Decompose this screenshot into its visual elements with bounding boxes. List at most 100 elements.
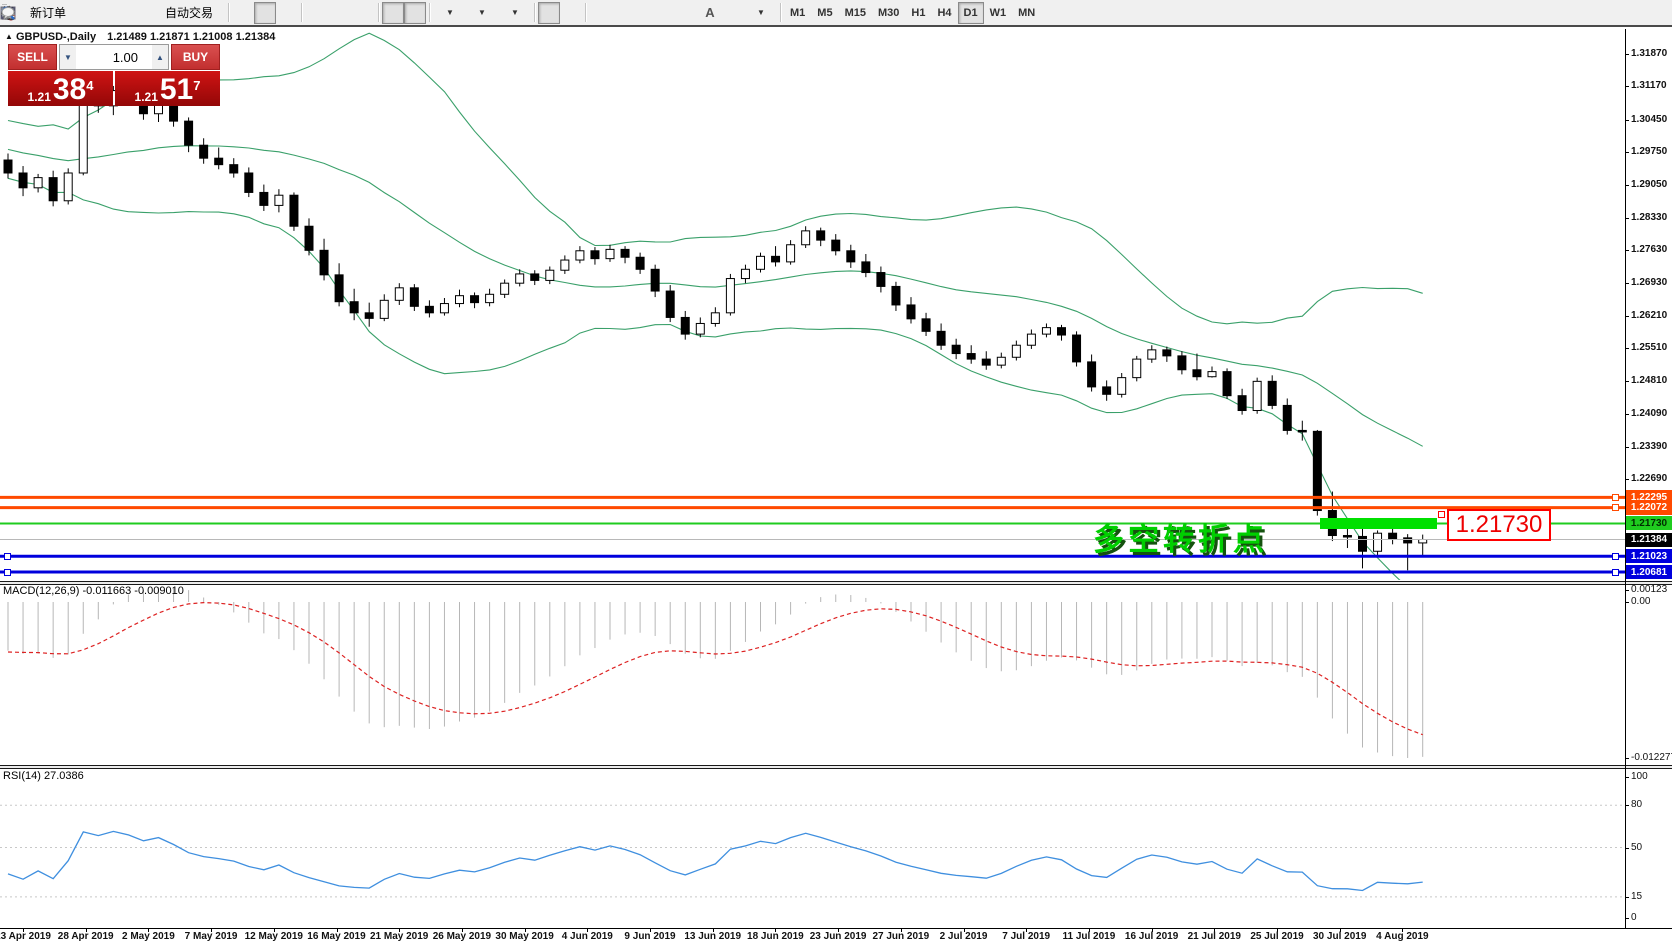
timeframe-button-m15[interactable]: M15 — [844, 6, 866, 19]
volume-decrease-button[interactable]: ▼ — [60, 45, 76, 69]
macd-pane[interactable] — [0, 586, 1625, 765]
rsi-value: 27.0386 — [43, 770, 84, 782]
rsi-axis-tick — [1625, 847, 1629, 849]
time-axis-tick — [1026, 928, 1028, 932]
line-handle-left[interactable] — [4, 568, 11, 576]
auto-scroll-button[interactable] — [1, 1, 404, 24]
line-chart-button[interactable] — [1, 2, 298, 24]
channel-button[interactable]: E — [0, 2, 677, 24]
horizontal-line-button[interactable] — [1, 2, 633, 24]
line-handle-right[interactable] — [1612, 552, 1619, 560]
volume-input[interactable]: 1.00 — [112, 49, 138, 65]
cursor-button[interactable] — [4, 1, 560, 24]
market-watch-button[interactable] — [0, 2, 131, 24]
indicators-button[interactable]: ▼ — [0, 2, 531, 24]
time-axis-label: 28 Apr 2019 — [57, 931, 114, 942]
pane-separator-macd[interactable] — [0, 581, 1672, 585]
crosshair-button[interactable] — [2, 2, 582, 24]
arrows-button[interactable]: ▼ — [1, 2, 777, 24]
buy-price-box[interactable]: 1.21 51 7 — [115, 71, 220, 106]
rsi-axis-label: 50 — [1631, 841, 1643, 853]
new-order-button[interactable]: 新订单 — [0, 2, 87, 24]
time-axis-tick — [775, 928, 777, 932]
price-axis-label: 1.27630 — [1631, 244, 1668, 256]
tile-windows-button[interactable] — [0, 2, 375, 24]
timeframe-button-m5[interactable]: M5 — [817, 6, 833, 19]
line-handle-right[interactable] — [1612, 493, 1619, 501]
text-button[interactable]: A — [705, 5, 715, 20]
time-axis-tick — [1402, 928, 1404, 932]
price-callout-box[interactable]: 1.21730 — [1447, 509, 1551, 541]
timeframe-button-m30[interactable]: M30 — [877, 6, 900, 19]
rsi-axis-label: 15 — [1631, 890, 1643, 902]
buy-price-sup: 7 — [193, 78, 201, 93]
line-handle-left[interactable] — [4, 552, 11, 560]
chat-button[interactable] — [1, 2, 1532, 24]
price-axis-tick — [1625, 348, 1629, 350]
time-axis-label: 18 Jun 2019 — [747, 931, 804, 942]
timeframe-button-mn[interactable]: MN — [1018, 6, 1036, 19]
timeframe-button-m1[interactable]: M1 — [790, 6, 806, 19]
vertical-line-button[interactable] — [7, 2, 611, 24]
autotrading-button[interactable]: 自动交易 — [1, 2, 225, 24]
text-label-button[interactable]: T — [1, 2, 743, 24]
search-button[interactable] — [1, 2, 1502, 24]
period-button[interactable]: ▼ — [1, 2, 497, 24]
price-axis-label: 1.31170 — [1631, 80, 1667, 92]
line-handle-right[interactable] — [1612, 568, 1619, 576]
green-highlight-rectangle[interactable] — [1320, 518, 1437, 529]
turning-point-annotation[interactable]: 多空转折点 — [1093, 522, 1268, 557]
macd-axis-label: -0.012277 — [1631, 752, 1672, 763]
price-axis-tick — [1625, 316, 1629, 318]
chart-shift-button[interactable] — [1, 1, 426, 24]
toolbar-separator — [585, 3, 586, 22]
macd-axis-label: 0.00 — [1631, 596, 1651, 607]
time-axis-tick — [1277, 928, 1278, 932]
main-price-pane[interactable] — [0, 29, 1625, 580]
price-axis-label: 1.24090 — [1631, 408, 1668, 420]
time-axis-tick — [650, 928, 651, 932]
sell-price-sup: 4 — [86, 78, 94, 93]
macd-label: MACD(12,26,9) -0.011663 -0.009010 — [3, 585, 184, 597]
sell-price-box[interactable]: 1.21 38 4 — [8, 71, 113, 106]
time-axis-label: 7 May 2019 — [184, 931, 238, 942]
sell-button[interactable]: SELL — [8, 44, 57, 70]
signal-button[interactable] — [1, 2, 153, 24]
pane-separator-rsi[interactable] — [0, 765, 1672, 769]
price-axis-tick — [1625, 86, 1629, 88]
price-axis-label: 1.23390 — [1631, 440, 1668, 452]
macd-axis-tick — [1625, 602, 1629, 603]
timeframe-button-h1[interactable]: H1 — [911, 6, 926, 19]
collapse-panel-arrow[interactable]: ▲ — [5, 32, 13, 41]
zoom-out-button[interactable] — [1, 2, 349, 24]
timeframe-button-h4[interactable]: H4 — [937, 6, 952, 19]
fibonacci-button[interactable]: F — [2, 2, 699, 24]
volume-increase-button[interactable]: ▲ — [152, 45, 168, 69]
timeframe-button-w1[interactable]: W1 — [989, 6, 1007, 19]
price-axis-label: 1.26210 — [1631, 310, 1668, 322]
chevron-down-icon: ▼ — [446, 8, 454, 17]
price-axis-tick — [1625, 217, 1629, 219]
time-axis-label: 11 Jul 2019 — [1062, 931, 1116, 942]
macd-axis-label: 0.00123 — [1631, 584, 1668, 595]
textbox-anchor-handle[interactable] — [1438, 511, 1445, 518]
line-handle-right[interactable] — [1612, 504, 1619, 512]
price-axis-tick — [1625, 119, 1629, 121]
timeframe-button-d1[interactable]: D1 — [957, 1, 984, 24]
macd-axis-tick — [1625, 758, 1629, 759]
zoom-in-button[interactable] — [1, 2, 327, 24]
time-axis-tick — [85, 928, 87, 932]
trendline-button[interactable] — [1, 2, 655, 24]
time-axis-label: 7 Jul 2019 — [1002, 931, 1051, 942]
price-axis-label: 1.30450 — [1631, 113, 1668, 125]
time-axis-label: 21 Jul 2019 — [1187, 931, 1241, 942]
buy-button[interactable]: BUY — [171, 44, 220, 70]
bar-chart-button[interactable] — [2, 2, 254, 24]
eraser-button[interactable] — [2, 2, 109, 24]
rsi-pane[interactable] — [0, 769, 1625, 928]
candlestick-chart-button[interactable] — [2, 1, 276, 24]
price-level-tag: 1.21023 — [1626, 549, 1672, 564]
time-axis-label: 2 Jul 2019 — [939, 931, 988, 942]
new-chart-button[interactable]: ▼ — [0, 2, 465, 24]
